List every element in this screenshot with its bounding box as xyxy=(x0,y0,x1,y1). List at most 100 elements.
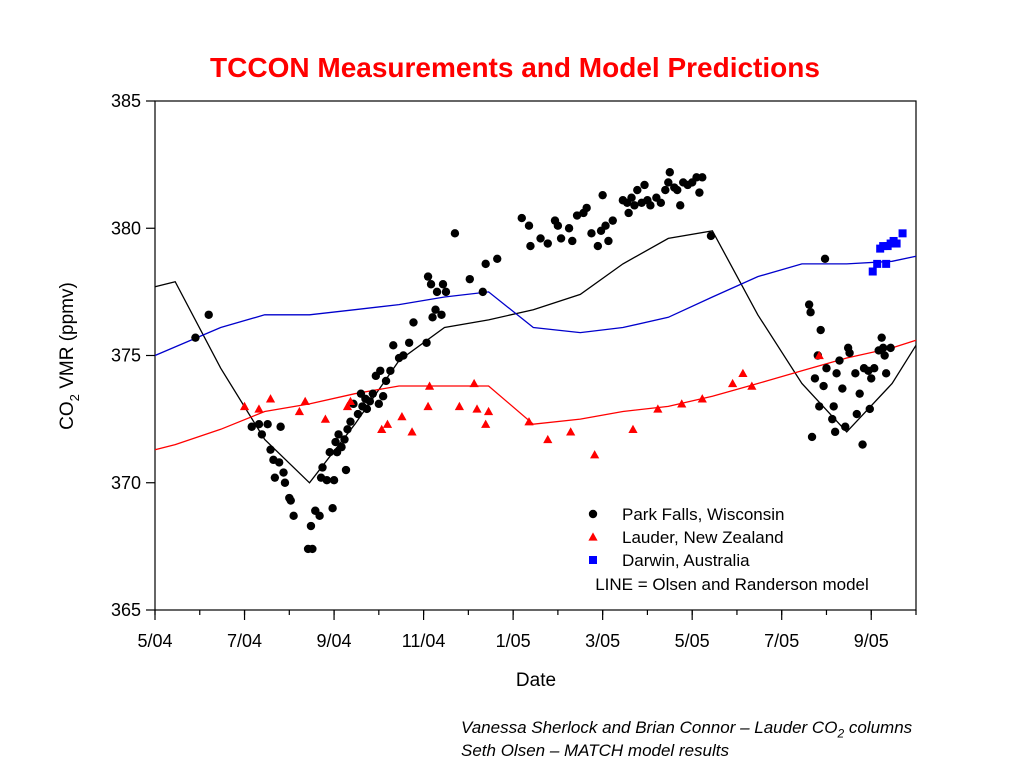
park-falls-point xyxy=(855,389,864,398)
park-falls-point xyxy=(263,420,272,429)
park-falls-point xyxy=(423,272,433,281)
park-falls-point xyxy=(204,310,213,319)
park-falls-point xyxy=(819,381,828,391)
park-falls-point xyxy=(880,351,889,360)
park-falls-point xyxy=(598,190,607,200)
lauder-point xyxy=(265,394,276,403)
lauder-point xyxy=(628,424,638,433)
legend-marker-park-falls xyxy=(588,509,598,519)
park-falls-point xyxy=(437,310,446,319)
y-axis-label: CO2 VMR (ppmv) xyxy=(57,282,82,430)
park-falls-point xyxy=(543,239,552,248)
lauder-point xyxy=(300,396,310,405)
lauder-point xyxy=(653,404,663,413)
park-falls-point xyxy=(838,384,847,393)
legend-model-note: LINE = Olsen and Randerson model xyxy=(595,575,869,594)
park-falls-point xyxy=(337,442,346,452)
park-falls-point xyxy=(386,366,395,375)
park-falls-point xyxy=(601,221,610,230)
park-falls-point xyxy=(341,465,351,475)
park-falls-point xyxy=(517,213,526,223)
park-falls-point xyxy=(640,180,649,190)
park-falls-point xyxy=(329,476,339,485)
park-falls-point xyxy=(428,313,437,322)
park-falls-point xyxy=(841,422,850,431)
legend-label: Park Falls, Wisconsin xyxy=(622,505,784,524)
park-falls-point xyxy=(389,341,398,350)
park-falls-point xyxy=(524,221,534,230)
legend-marker-lauder xyxy=(588,532,598,541)
park-falls-point xyxy=(353,409,363,419)
park-falls-point xyxy=(870,364,879,373)
park-falls-point xyxy=(878,343,888,353)
park-falls-point xyxy=(325,448,334,457)
lauder-point xyxy=(294,406,305,416)
lauder-point xyxy=(377,424,387,433)
x-tick-label: 1/05 xyxy=(496,631,531,651)
model-park-falls-line xyxy=(154,230,917,484)
park-falls-point xyxy=(851,369,860,378)
park-falls-point xyxy=(328,504,337,513)
x-axis: 5/04 7/04 9/04 11/04 1/05 3/05 5/05 7/05 9/05 xyxy=(137,610,917,651)
credit-line-2: Seth Olsen – MATCH model results xyxy=(461,741,729,760)
lauder-point xyxy=(814,350,824,360)
lauder-point xyxy=(524,417,534,426)
data-markers xyxy=(191,168,907,554)
park-falls-point xyxy=(828,414,837,424)
park-falls-point xyxy=(845,348,854,358)
park-falls-point xyxy=(608,216,617,225)
park-falls-point xyxy=(877,333,886,342)
lauder-point xyxy=(728,378,738,388)
park-falls-point xyxy=(279,468,288,477)
legend: Park Falls, Wisconsin Lauder, New Zealand… xyxy=(588,505,869,594)
park-falls-point xyxy=(867,374,876,383)
park-falls-point xyxy=(289,511,298,521)
lauder-point xyxy=(481,419,491,428)
y-tick-label: 365 xyxy=(111,600,141,620)
park-falls-point xyxy=(374,399,384,409)
park-falls-point xyxy=(526,241,535,251)
park-falls-point xyxy=(593,241,603,251)
y-tick-label: 375 xyxy=(111,346,141,366)
park-falls-point xyxy=(381,376,391,386)
model-lines xyxy=(154,230,917,484)
lauder-point xyxy=(590,450,600,459)
park-falls-point xyxy=(858,440,867,449)
lauder-point xyxy=(472,404,482,413)
park-falls-point xyxy=(280,478,290,487)
park-falls-point xyxy=(266,445,275,454)
park-falls-point xyxy=(331,437,340,447)
lauder-point xyxy=(543,434,553,444)
x-tick-label: 9/04 xyxy=(317,631,352,651)
lauder-point xyxy=(424,381,435,390)
x-tick-label: 7/05 xyxy=(764,631,799,651)
park-falls-point xyxy=(556,234,566,243)
park-falls-point xyxy=(247,422,256,431)
park-falls-point xyxy=(676,201,685,210)
park-falls-point xyxy=(334,430,343,439)
chart-title: TCCON Measurements and Model Predictions xyxy=(210,52,820,83)
darwin-point xyxy=(873,259,882,268)
park-falls-point xyxy=(820,254,830,263)
park-falls-point xyxy=(343,425,352,434)
model-lauder-line xyxy=(154,339,917,451)
park-falls-point xyxy=(254,420,264,429)
lauder-point xyxy=(469,378,479,388)
lauder-point xyxy=(697,394,707,403)
x-tick-label: 11/04 xyxy=(402,631,446,651)
park-falls-point xyxy=(881,369,891,378)
park-falls-point xyxy=(409,318,418,327)
park-falls-point xyxy=(630,201,639,210)
darwin-point xyxy=(898,229,907,238)
lauder-point xyxy=(397,411,407,421)
model-darwin-line xyxy=(154,255,917,357)
lauder-point xyxy=(345,396,356,405)
park-falls-point xyxy=(568,236,577,246)
park-falls-point xyxy=(322,476,332,485)
park-falls-point xyxy=(564,224,574,233)
park-falls-point xyxy=(315,511,324,521)
y-tick-label: 385 xyxy=(111,91,141,111)
park-falls-point xyxy=(656,198,666,207)
lauder-point xyxy=(342,401,353,411)
park-falls-point xyxy=(604,236,613,246)
